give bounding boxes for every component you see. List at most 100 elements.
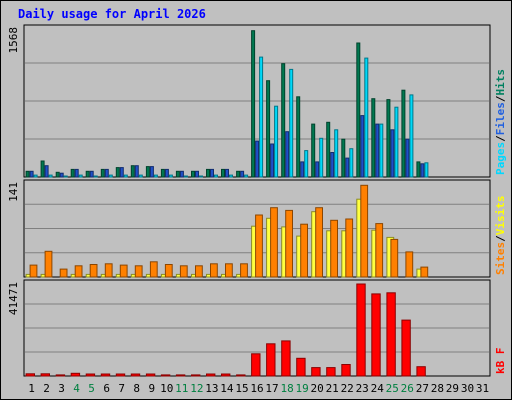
legend: Pages/Files/Hits xyxy=(494,69,507,175)
bar-files-day-18 xyxy=(285,131,290,178)
bar-files-day-1 xyxy=(29,170,34,178)
bar-pages-day-9 xyxy=(153,174,158,178)
x-tick-9: 9 xyxy=(148,382,155,395)
x-tick-22: 22 xyxy=(341,382,354,395)
chart-title: Daily usage for April 2026 xyxy=(18,7,206,21)
x-tick-21: 21 xyxy=(326,382,339,395)
bar-pages-day-27 xyxy=(424,162,429,178)
bar-sites-day-23 xyxy=(360,184,369,278)
bar-sites-day-24 xyxy=(375,223,384,278)
x-tick-1: 1 xyxy=(28,382,35,395)
bar-sites-day-3 xyxy=(59,268,68,278)
bar-hits-day-15 xyxy=(236,170,241,178)
x-tick-30: 30 xyxy=(461,382,474,395)
x-tick-17: 17 xyxy=(265,382,278,395)
bar-kb-f-day-12 xyxy=(191,374,201,377)
bar-files-day-7 xyxy=(119,167,124,178)
y-max-label: 41471 xyxy=(7,282,20,315)
legend-entry: Sites xyxy=(494,242,507,275)
x-tick-11: 11 xyxy=(175,382,188,395)
x-tick-10: 10 xyxy=(160,382,173,395)
bar-pages-day-5 xyxy=(93,175,98,178)
bar-sites-day-27 xyxy=(420,266,429,278)
bar-hits-day-18 xyxy=(281,63,286,178)
bar-files-day-17 xyxy=(270,143,275,178)
bar-files-day-21 xyxy=(330,152,335,178)
bar-sites-day-11 xyxy=(179,265,188,278)
bar-hits-day-16 xyxy=(251,30,256,178)
legend-entry: / xyxy=(494,235,507,242)
bar-hits-day-13 xyxy=(206,168,210,178)
bar-hits-day-11 xyxy=(175,170,180,178)
bar-pages-day-16 xyxy=(259,56,264,178)
bar-pages-day-14 xyxy=(229,174,233,178)
bar-sites-day-16 xyxy=(255,214,263,278)
bar-pages-day-25 xyxy=(394,106,399,178)
bar-pages-day-10 xyxy=(168,174,173,178)
bar-hits-day-19 xyxy=(296,96,301,178)
bar-pages-day-11 xyxy=(183,175,188,178)
x-tick-12: 12 xyxy=(190,382,203,395)
bar-pages-day-4 xyxy=(78,174,83,178)
panel-sites-visits: 141 Sites/Visits xyxy=(7,179,507,278)
legend-entry: / xyxy=(494,95,507,102)
x-tick-28: 28 xyxy=(431,382,444,395)
bar-sites-day-13 xyxy=(210,263,218,278)
bar-kb-f-day-5 xyxy=(85,373,96,377)
x-tick-2: 2 xyxy=(43,382,50,395)
bar-pages-day-8 xyxy=(138,174,143,178)
bar-pages-day-13 xyxy=(214,174,218,178)
bar-pages-day-2 xyxy=(48,174,53,178)
x-tick-26: 26 xyxy=(401,382,414,395)
bar-sites-day-15 xyxy=(240,263,248,278)
x-tick-8: 8 xyxy=(133,382,140,395)
bar-pages-day-6 xyxy=(108,174,113,178)
bar-pages-day-26 xyxy=(409,94,414,178)
bar-pages-day-1 xyxy=(33,174,38,178)
x-axis-labels: 1 2 3 4 5 6 7 8 9 10 11 12 13 14 15 16 17 18 19 20 21 22 23 24 2… xyxy=(28,382,489,395)
bar-files-day-13 xyxy=(210,168,214,178)
x-tick-18: 18 xyxy=(280,382,293,395)
legend-entry: kB xyxy=(494,354,507,374)
bar-kb-f-day-26 xyxy=(401,319,411,377)
bar-files-day-4 xyxy=(74,168,79,178)
bar-hits-day-7 xyxy=(115,167,120,178)
x-tick-5: 5 xyxy=(88,382,95,395)
bar-kb-f-day-25 xyxy=(386,292,396,377)
x-tick-20: 20 xyxy=(310,382,323,395)
bar-kb-f-day-1 xyxy=(25,373,35,377)
bar-sites-day-14 xyxy=(225,263,233,278)
x-tick-27: 27 xyxy=(416,382,429,395)
x-tick-6: 6 xyxy=(103,382,110,395)
bar-pages-day-19 xyxy=(304,150,309,178)
bar-kb-f-day-3 xyxy=(55,374,66,377)
bar-files-day-15 xyxy=(240,170,245,178)
panel-kbytes: 41471 kB F xyxy=(7,279,507,377)
bar-sites-day-2 xyxy=(44,250,53,278)
bar-hits-day-17 xyxy=(266,80,271,178)
bar-sites-day-8 xyxy=(134,265,143,278)
bar-sites-day-17 xyxy=(270,207,278,278)
bar-files-day-19 xyxy=(300,161,305,178)
bar-hits-day-10 xyxy=(160,168,165,178)
bar-kb-f-day-19 xyxy=(296,357,306,377)
legend: Sites/Visits xyxy=(494,196,507,276)
bar-pages-day-15 xyxy=(244,174,249,178)
y-max-label: 1568 xyxy=(7,27,20,54)
bar-hits-day-12 xyxy=(191,170,195,178)
bar-hits-day-20 xyxy=(311,123,316,178)
bar-hits-day-26 xyxy=(401,89,406,178)
bar-pages-day-22 xyxy=(349,148,354,178)
bar-kb-f-day-17 xyxy=(266,343,276,377)
x-tick-13: 13 xyxy=(205,382,218,395)
bar-pages-day-7 xyxy=(123,174,128,178)
bar-sites-day-25 xyxy=(390,238,399,278)
bar-hits-day-25 xyxy=(386,99,391,178)
bar-pages-day-21 xyxy=(334,129,339,178)
bar-kb-f-day-4 xyxy=(70,372,81,377)
bar-kb-f-day-24 xyxy=(371,293,381,377)
legend-entry: Visits xyxy=(494,196,507,236)
bar-hits-day-21 xyxy=(326,121,331,178)
panel-hits-files-pages: 1568 Pages/Files/Hits xyxy=(7,24,507,178)
bar-pages-day-24 xyxy=(379,123,384,178)
